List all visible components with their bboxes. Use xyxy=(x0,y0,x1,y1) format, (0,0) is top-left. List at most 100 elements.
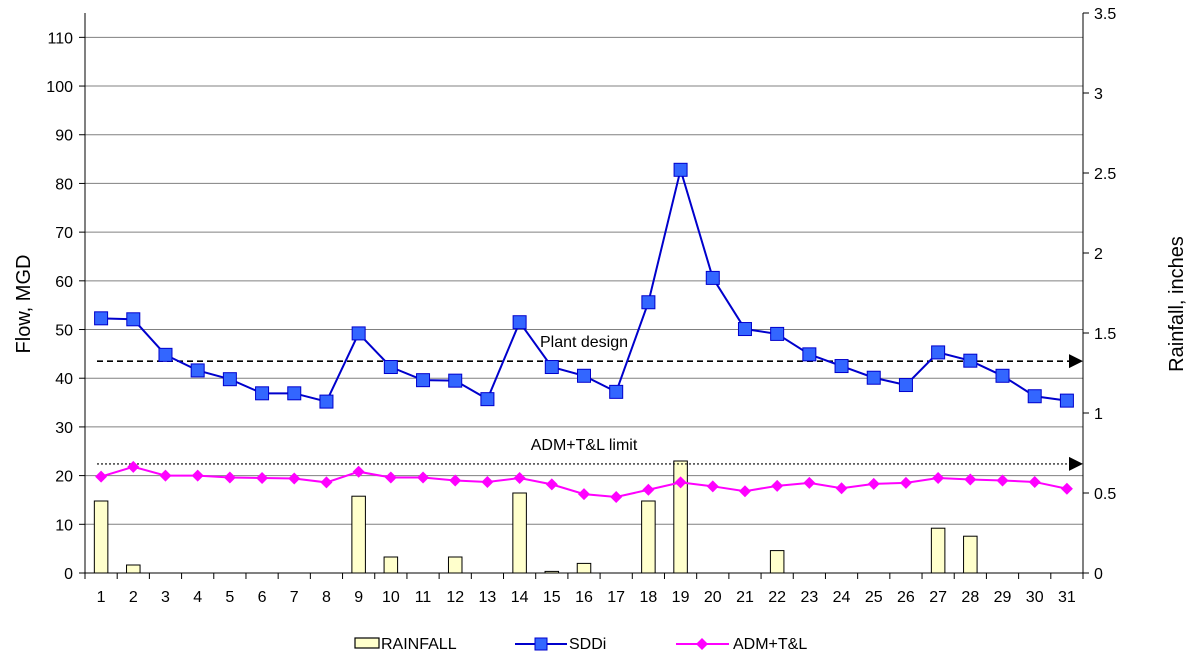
right-tick-label: 1.5 xyxy=(1094,326,1116,343)
sddi-marker xyxy=(158,347,173,362)
right-axis-title: Rainfall, inches xyxy=(1166,236,1188,372)
adm-marker xyxy=(610,491,623,504)
left-tick-label: 100 xyxy=(46,79,73,96)
adm-marker xyxy=(1060,482,1073,495)
x-tick-label: 16 xyxy=(575,589,593,606)
rainfall-bar xyxy=(641,500,656,574)
sddi-marker xyxy=(770,326,785,341)
sddi-marker xyxy=(448,373,463,388)
rainfall-bar xyxy=(351,495,366,574)
sddi-marker xyxy=(609,384,624,399)
x-tick-label: 12 xyxy=(446,589,464,606)
x-tick-label: 18 xyxy=(639,589,657,606)
left-axis-ticks: 0 10 20 30 40 50 60 70 80 90 100 110 xyxy=(46,30,85,583)
legend-marker-adm xyxy=(696,638,708,650)
adm-marker xyxy=(320,476,333,489)
right-axis-ticks: 0 0.5 1 1.5 2 2.5 3 3.5 xyxy=(1083,6,1116,583)
x-tick-label: 10 xyxy=(382,589,400,606)
x-tick-label: 21 xyxy=(736,589,754,606)
right-tick-label: 0.5 xyxy=(1094,486,1116,503)
sddi-marker xyxy=(126,312,141,327)
rainfall-bar xyxy=(576,562,592,574)
x-tick-label: 6 xyxy=(258,589,267,606)
adm-marker xyxy=(159,469,172,482)
x-tick-label: 9 xyxy=(354,589,363,606)
legend-label-adm: ADM+T&L xyxy=(733,636,807,653)
x-tick-label: 30 xyxy=(1026,589,1044,606)
left-tick-label: 50 xyxy=(55,323,73,340)
adm-marker xyxy=(706,480,719,493)
sddi-marker xyxy=(898,378,913,393)
sddi-marker xyxy=(737,322,752,337)
series-line xyxy=(101,165,1068,403)
left-tick-label: 110 xyxy=(47,30,73,47)
rainfall-bar xyxy=(963,535,978,574)
sddi-marker xyxy=(319,394,334,409)
adm-marker xyxy=(964,473,977,486)
sddi-marker xyxy=(995,368,1010,383)
right-tick-label: 1 xyxy=(1094,406,1103,423)
x-tick-label: 7 xyxy=(290,589,299,606)
legend-swatch-rainfall xyxy=(354,637,380,649)
sddi-marker xyxy=(641,295,656,310)
x-tick-label: 27 xyxy=(929,589,947,606)
x-tick-label: 14 xyxy=(511,589,529,606)
sddi-marker xyxy=(544,360,559,375)
x-tick-label: 1 xyxy=(97,589,106,606)
sddi-marker xyxy=(802,347,817,362)
axes xyxy=(84,13,1084,574)
sddi-marker xyxy=(512,315,527,330)
right-tick-label: 3 xyxy=(1094,86,1103,103)
x-tick-label: 25 xyxy=(865,589,883,606)
sddi-marker xyxy=(673,162,688,177)
sddi-marker xyxy=(351,326,366,341)
adm-marker xyxy=(545,478,558,491)
rainfall-bar xyxy=(447,556,463,574)
sddi-marker xyxy=(416,373,431,388)
sddi-marker xyxy=(222,372,237,387)
x-tick-label: 11 xyxy=(415,589,432,606)
adm-marker xyxy=(996,474,1009,487)
x-tick-label: 17 xyxy=(607,589,625,606)
right-tick-label: 0 xyxy=(1094,566,1103,583)
adm-marker xyxy=(223,471,236,484)
adm-marker xyxy=(95,470,108,483)
sddi-marker xyxy=(577,368,591,383)
x-tick-label: 20 xyxy=(704,589,722,606)
reference-label: Plant design xyxy=(540,334,628,351)
sddi-marker xyxy=(1059,393,1074,408)
x-tick-label: 23 xyxy=(800,589,818,606)
x-tick-label: 22 xyxy=(768,589,786,606)
adm-marker xyxy=(417,471,430,484)
rainfall-bar xyxy=(93,500,109,574)
sddi-marker xyxy=(287,386,302,401)
adm-marker xyxy=(932,472,945,485)
x-tick-label: 5 xyxy=(225,589,234,606)
right-tick-label: 2.5 xyxy=(1094,166,1116,183)
adm-marker xyxy=(674,476,687,489)
gridlines xyxy=(85,36,1083,525)
adm-marker xyxy=(449,474,462,487)
adm-marker xyxy=(578,488,590,501)
adm-marker xyxy=(867,477,880,490)
sddi-marker xyxy=(1027,389,1042,404)
adm-marker xyxy=(127,460,140,473)
sddi-marker xyxy=(931,345,946,360)
legend: RAINFALL SDDi ADM+T&L xyxy=(354,636,807,653)
left-axis-title: Flow, MGD xyxy=(13,255,35,354)
sddi-marker xyxy=(480,392,495,407)
x-tick-label: 24 xyxy=(833,589,851,606)
sddi-marker xyxy=(866,370,881,385)
x-tick-label: 15 xyxy=(543,589,561,606)
adm-marker xyxy=(288,472,301,485)
adm-marker xyxy=(191,469,204,482)
x-tick-label: 2 xyxy=(129,589,138,606)
adm-marker xyxy=(1028,475,1041,488)
adm-marker xyxy=(256,472,269,485)
x-tick-label: 13 xyxy=(479,589,497,606)
x-axis-ticks: 1 2 3 4 5 6 7 8 9 10 11 12 13 14 15 16 17 18 19 20 21 22 23 24 2… xyxy=(84,573,1084,606)
rainfall-bar xyxy=(769,550,785,574)
sddi-marker xyxy=(963,353,978,368)
adm-marker xyxy=(835,482,848,495)
